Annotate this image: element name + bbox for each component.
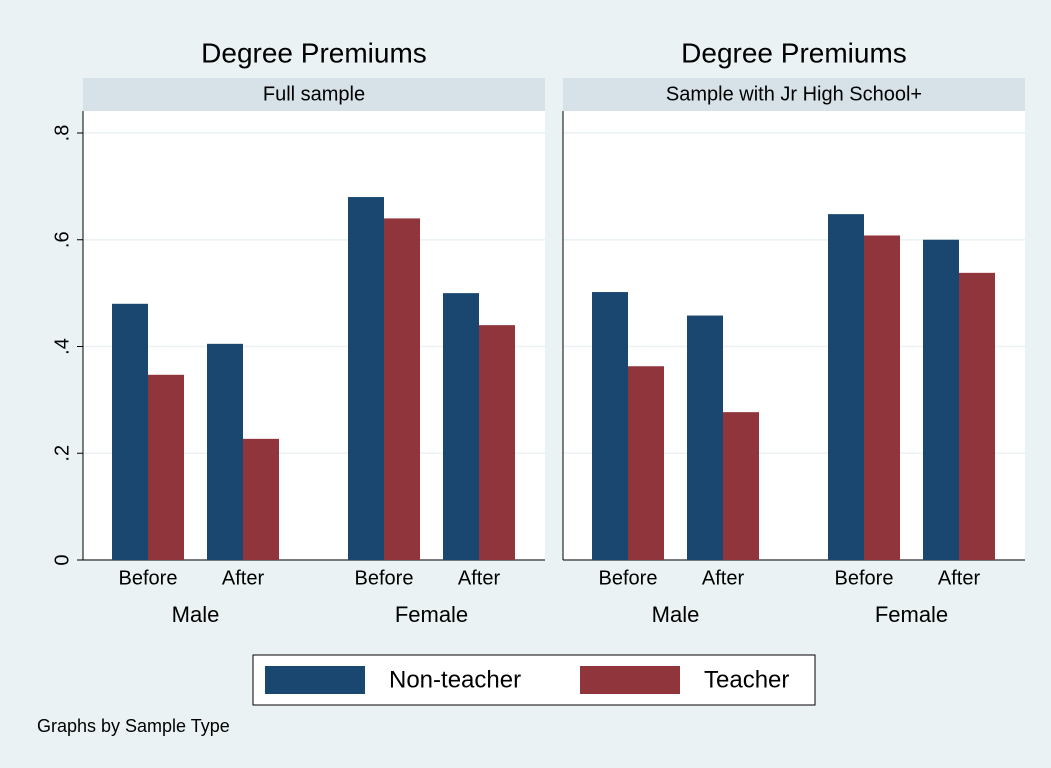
- group-label: Female: [875, 602, 948, 627]
- group-label: Female: [395, 602, 468, 627]
- bar: [592, 292, 628, 560]
- panel-subtitle: Full sample: [263, 83, 365, 105]
- panel-subtitle: Sample with Jr High School+: [666, 83, 922, 105]
- bar: [243, 438, 279, 560]
- panel-title: Degree Premiums: [681, 37, 907, 68]
- bar: [723, 412, 759, 560]
- x-tick-label: After: [458, 567, 501, 589]
- bar: [959, 272, 995, 560]
- y-tick-label: 0: [51, 554, 73, 565]
- x-tick-label: Before: [599, 567, 658, 589]
- group-label: Male: [652, 602, 700, 627]
- y-tick-label: .2: [51, 445, 73, 462]
- panel-title: Degree Premiums: [201, 37, 427, 68]
- bar: [479, 325, 515, 560]
- note: Graphs by Sample Type: [37, 716, 230, 736]
- bar: [384, 218, 420, 560]
- y-tick-label: .4: [51, 338, 73, 355]
- legend-swatch: [265, 666, 365, 694]
- bar: [348, 197, 384, 561]
- x-tick-label: Before: [355, 567, 414, 589]
- bar: [923, 239, 959, 560]
- bar: [687, 315, 723, 560]
- x-tick-label: After: [222, 567, 265, 589]
- x-tick-label: After: [702, 567, 745, 589]
- subtitle-strip: [563, 78, 1025, 111]
- bar: [443, 293, 479, 560]
- x-tick-label: Before: [119, 567, 178, 589]
- legend-swatch: [580, 666, 680, 694]
- x-tick-label: After: [938, 567, 981, 589]
- x-tick-label: Before: [835, 567, 894, 589]
- bar: [864, 235, 900, 561]
- legend-label: Teacher: [704, 666, 789, 693]
- y-tick-label: .6: [51, 231, 73, 248]
- bar: [207, 343, 243, 560]
- bar: [628, 366, 664, 560]
- y-tick-label: .8: [51, 125, 73, 142]
- group-label: Male: [172, 602, 220, 627]
- bar: [148, 374, 184, 560]
- subtitle-strip: [83, 78, 545, 111]
- bar: [112, 303, 148, 560]
- bar: [828, 214, 864, 560]
- legend-label: Non-teacher: [389, 666, 521, 693]
